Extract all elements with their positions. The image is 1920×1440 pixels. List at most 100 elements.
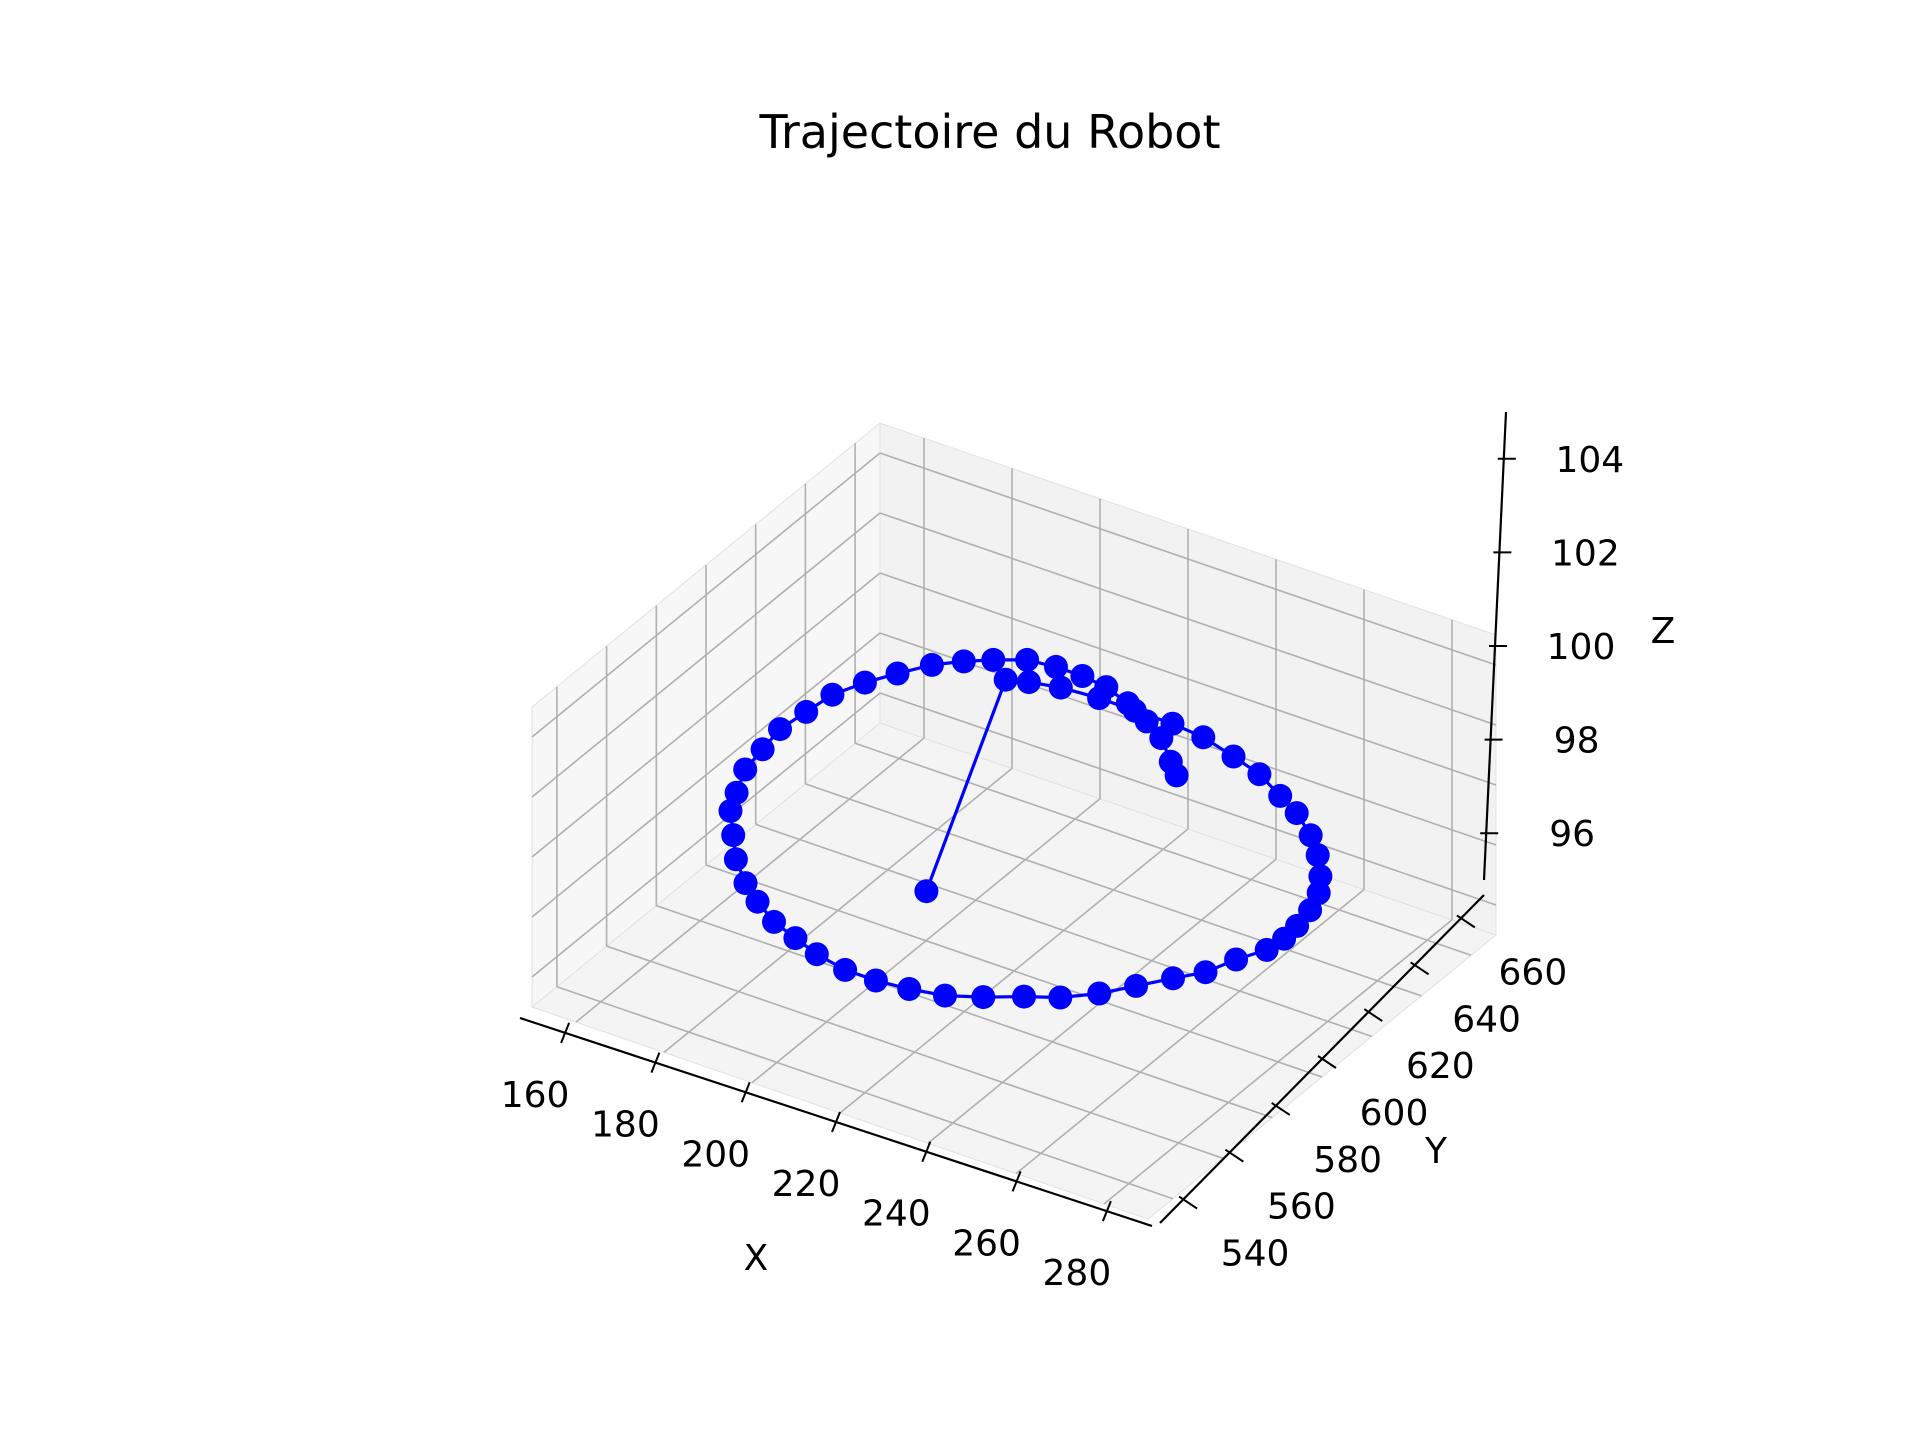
trajectory-point — [794, 699, 819, 724]
grid-line-z-back — [879, 572, 1497, 786]
trajectory-series — [718, 647, 1333, 1010]
x-tick-label: 260 — [952, 1223, 1021, 1264]
trajectory-point — [1048, 675, 1073, 700]
trajectory-point — [1048, 985, 1073, 1010]
trajectory-point — [1122, 698, 1147, 723]
trajectory-point — [1158, 749, 1183, 774]
y-tick-mark — [1224, 1148, 1244, 1163]
y-tick-mark — [1363, 1008, 1383, 1022]
axes-3d: 160 180 200 220 240 260 280 540 560 580 600 620 640… — [501, 411, 1624, 1294]
trajectory-point — [863, 968, 888, 993]
x-tick-label: 240 — [862, 1194, 931, 1235]
trajectory-point — [1070, 664, 1095, 688]
trajectory-point — [1161, 966, 1185, 991]
trajectory-point — [993, 667, 1018, 692]
grid-line-y-floor — [854, 742, 1472, 957]
trajectory-point — [733, 871, 758, 896]
z-tick-label: 100 — [1547, 627, 1616, 668]
trajectory-point — [804, 942, 829, 967]
trajectory-point — [1254, 937, 1279, 962]
y-tick-mark — [1456, 914, 1476, 929]
trajectory-point — [1087, 686, 1112, 711]
y-tick-mark — [1178, 1195, 1198, 1210]
trajectory-point — [1160, 711, 1185, 736]
x-axis-ticks: 160 180 200 220 240 260 280 — [501, 1022, 1112, 1294]
trajectory-point — [1087, 981, 1112, 1006]
y-tick-label: 600 — [1360, 1093, 1429, 1134]
trajectory-point — [981, 647, 1006, 672]
trajectory-point — [724, 780, 749, 805]
trajectory-point — [1308, 864, 1333, 889]
x-tick-mark — [650, 1052, 661, 1073]
trajectory-point — [971, 985, 996, 1010]
trajectory-point — [1016, 670, 1041, 695]
z-tick-label: 104 — [1555, 440, 1624, 481]
grid-line-z-left — [531, 692, 881, 978]
y-tick-mark — [1317, 1055, 1337, 1069]
trajectory-point — [718, 798, 743, 823]
z-axis-ticks: 96 98 100 102 104 — [1480, 440, 1624, 855]
grid-line-y-floor — [656, 904, 1273, 1119]
trajectory-point — [833, 957, 858, 982]
grid-line-y-floor — [705, 864, 1323, 1078]
x-tick-mark — [921, 1141, 932, 1163]
y-axis-ticks: 540 560 580 600 620 640 660 — [1178, 914, 1568, 1275]
grid-lines — [531, 438, 1497, 1205]
x-axis-label: X — [744, 1238, 769, 1279]
trajectory-point — [885, 661, 910, 686]
trajectory-point — [933, 983, 957, 1008]
x-tick-mark — [1101, 1200, 1112, 1222]
x-tick-label: 220 — [772, 1164, 841, 1205]
grid-line-z-back — [879, 692, 1497, 906]
trajectory-point — [914, 879, 939, 904]
grid-line-z-back — [879, 632, 1497, 846]
trajectory-point — [733, 757, 758, 782]
grid-line-y-floor — [606, 945, 1223, 1159]
grid-line-z-left — [531, 452, 881, 738]
y-tick-label: 620 — [1406, 1046, 1475, 1087]
z-tick-label: 96 — [1549, 814, 1595, 855]
y-tick-label: 660 — [1499, 952, 1568, 993]
trajectory-point — [1193, 960, 1218, 985]
y-tick-label: 560 — [1267, 1187, 1336, 1228]
trajectory-point — [768, 717, 792, 742]
trajectory-point — [1247, 762, 1272, 787]
x-tick-mark — [1011, 1171, 1022, 1192]
trajectory-point — [723, 847, 748, 872]
trajectory-point — [1268, 783, 1293, 808]
x-tick-mark — [740, 1081, 751, 1103]
y-tick-label: 540 — [1221, 1234, 1290, 1275]
y-tick-mark — [1410, 961, 1430, 976]
x-tick-label: 200 — [681, 1134, 750, 1175]
grid-line-y-floor — [805, 783, 1422, 997]
axis-panes — [530, 421, 1498, 1220]
y-axis-label: Y — [1424, 1131, 1448, 1172]
x-tick-label: 160 — [501, 1075, 570, 1116]
grid-line-y-floor — [556, 985, 1174, 1200]
trajectory-point — [745, 889, 770, 914]
x-tick-label: 280 — [1043, 1253, 1112, 1294]
trajectory-point — [897, 977, 922, 1001]
grid-line-z-left — [531, 512, 881, 798]
x-tick-mark — [831, 1111, 841, 1133]
z-tick-label: 102 — [1551, 533, 1620, 574]
grid-line-z-left — [531, 632, 881, 918]
chart-title: Trajectoire du Robot — [759, 105, 1221, 159]
trajectory-point — [919, 652, 944, 677]
trajectory-point — [1012, 984, 1036, 1009]
trajectory-point — [721, 823, 746, 848]
x-tick-label: 180 — [591, 1105, 660, 1146]
trajectory-point — [750, 737, 775, 762]
z-axis-label: Z — [1651, 611, 1676, 652]
y-tick-mark — [1271, 1102, 1291, 1116]
x-tick-mark — [560, 1022, 571, 1044]
y-tick-label: 640 — [1452, 999, 1521, 1040]
trajectory-point — [1221, 744, 1246, 769]
grid-line-z-back — [879, 452, 1497, 666]
trajectory-point — [1191, 725, 1216, 750]
trajectory-point — [820, 682, 845, 707]
trajectory-point — [783, 926, 808, 951]
y-tick-label: 580 — [1313, 1140, 1382, 1181]
grid-line-z-left — [531, 572, 881, 858]
